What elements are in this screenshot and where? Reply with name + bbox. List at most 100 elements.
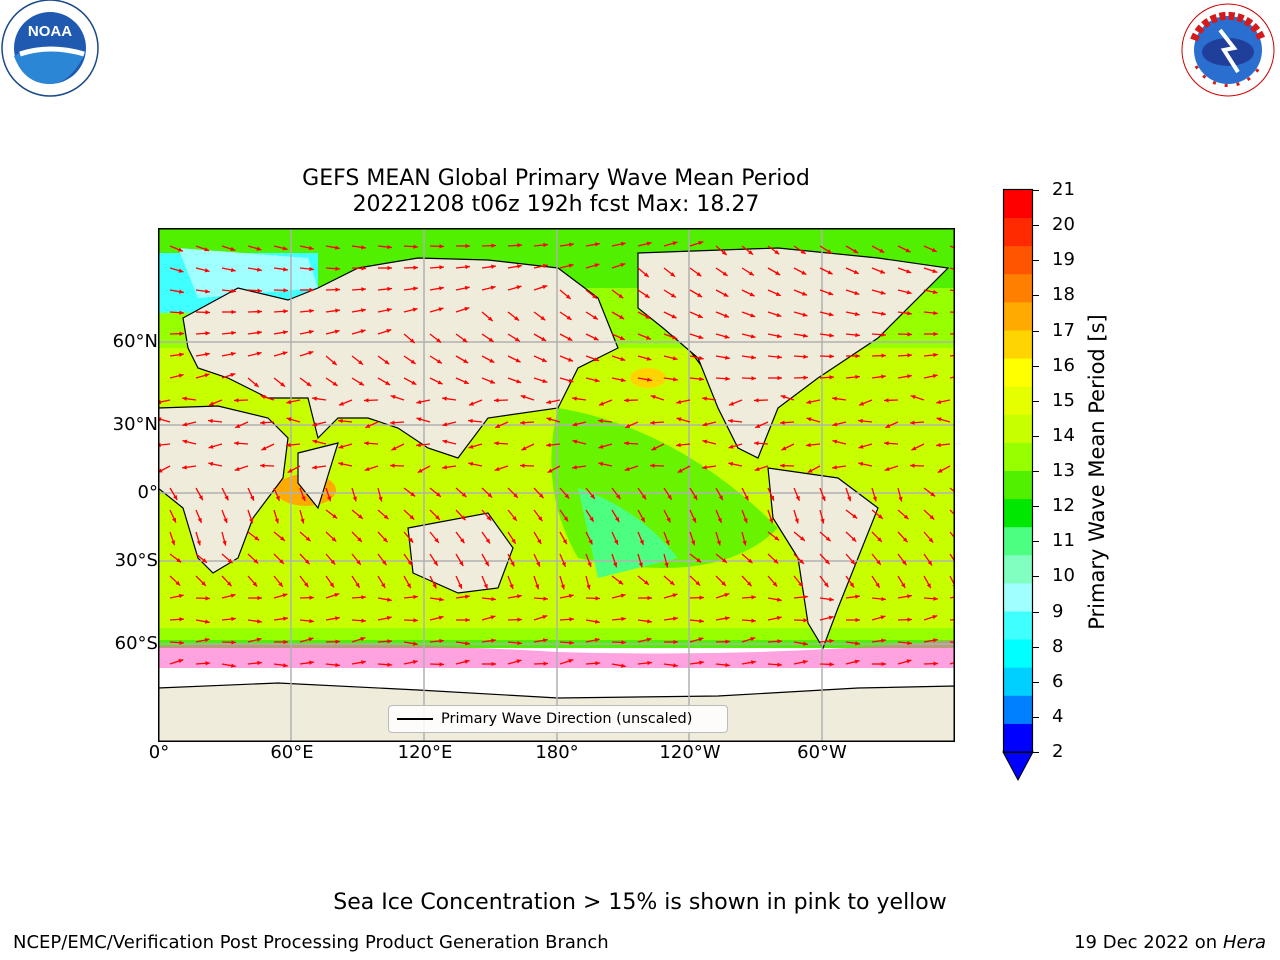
wave-arrow-head [334, 245, 340, 250]
wave-arrow-head [777, 375, 782, 381]
wave-arrow-head [387, 286, 392, 292]
wave-arrow-head [775, 270, 781, 275]
wave-arrow-head [468, 418, 473, 424]
wave-arrow-head [806, 417, 812, 422]
wave-arrow-head [769, 518, 774, 524]
wave-arrow-head [702, 422, 708, 427]
wave-arrow-head [204, 247, 210, 252]
colorbar-segment [1004, 218, 1032, 247]
wave-arrow-head [651, 446, 657, 451]
wave-arrow-head [565, 294, 571, 299]
wave-arrow-head [413, 244, 418, 249]
wave-arrow-head [728, 444, 734, 449]
wave-arrow-head [901, 560, 907, 566]
wave-arrow-head [569, 242, 574, 247]
wave-arrow-head [832, 396, 837, 401]
wave-arrow-head [178, 373, 184, 378]
wave-arrow-head [208, 418, 213, 424]
colorbar-segment [1004, 274, 1032, 303]
wave-arrow-head [832, 422, 838, 427]
wave-arrow-head [929, 514, 935, 520]
colorbar-tick-label: 8 [1052, 635, 1064, 657]
lon-label-120w: 120°W [659, 742, 721, 763]
wave-arrow-head [520, 420, 525, 425]
wave-arrow-head [409, 338, 415, 343]
wave-arrow-head [750, 334, 756, 339]
wave-arrow-head [432, 583, 437, 589]
wave-arrow-head [572, 396, 577, 401]
wave-arrow-head [722, 271, 728, 276]
wave-arrow-head [729, 401, 735, 406]
colorbar-tick [1033, 541, 1039, 543]
wave-arrow-head [520, 394, 526, 400]
wave-arrow-head [599, 401, 605, 406]
wave-arrow-head [698, 334, 704, 340]
wave-arrow-head [754, 466, 760, 472]
wave-arrow-head [182, 396, 187, 401]
wave-arrow-head [849, 582, 855, 588]
wave-arrow-head [902, 537, 908, 543]
wave-arrow-head [517, 640, 522, 646]
colorbar-tick [1033, 435, 1039, 437]
wave-direction-arrows [158, 240, 955, 668]
wave-arrow-head [698, 355, 704, 361]
wave-arrow-head [283, 616, 288, 621]
wave-arrow-head [702, 439, 708, 444]
wave-arrow-head [516, 379, 522, 384]
wave-arrow-head [750, 313, 756, 318]
wave-arrow-head [587, 562, 592, 568]
wave-arrow-head [231, 640, 236, 645]
wave-arrow-head [278, 582, 283, 587]
wave-arrow-head [650, 394, 656, 400]
wave-arrow-head [304, 559, 310, 565]
wave-arrow-head [436, 338, 442, 343]
wave-arrow-head [586, 584, 591, 590]
wave-arrow-head [801, 270, 807, 275]
wave-arrow-head [512, 516, 517, 521]
wave-arrow-head [748, 250, 754, 255]
wave-arrow-head [486, 515, 492, 521]
wave-arrow-head [880, 615, 886, 620]
wave-arrow-head [387, 639, 392, 644]
wave-arrow-head [383, 514, 389, 520]
wave-arrow-head [438, 286, 444, 291]
wave-arrow-head [204, 373, 210, 378]
wave-arrow-head [898, 496, 903, 502]
wave-arrow-head [725, 639, 730, 644]
wave-arrow-head [309, 660, 314, 665]
colorbar-tick [1033, 752, 1039, 753]
colorbar-tick-label: 21 [1052, 179, 1075, 200]
wave-arrow-head [358, 360, 364, 365]
colorbar-segment [1004, 583, 1032, 612]
wave-arrow-head [692, 517, 696, 523]
wave-arrow-head [391, 446, 397, 451]
wave-arrow-head [365, 423, 371, 428]
wave-arrow-head [286, 417, 292, 422]
wave-arrow-head [491, 243, 496, 248]
wave-arrow-head [382, 537, 388, 543]
wave-arrow-head [517, 243, 522, 248]
nws-logo [1181, 3, 1275, 97]
wave-arrow-head [459, 538, 465, 544]
wave-arrow-head [280, 536, 285, 541]
wave-arrow-head [718, 495, 723, 501]
wave-arrow-head [852, 513, 858, 519]
wave-arrow-head [275, 495, 280, 501]
wave-arrow-head [854, 290, 860, 296]
wave-arrow-head [257, 288, 262, 293]
wave-arrow-head [620, 356, 626, 362]
wave-arrow-head [179, 617, 184, 622]
wave-arrow-head [853, 248, 859, 253]
wave-arrow-head [676, 417, 682, 422]
wave-arrow-head [222, 540, 227, 546]
wave-arrow-head [568, 593, 574, 599]
wave-arrow-head [442, 396, 447, 401]
wave-arrow-head [615, 517, 620, 523]
wave-arrow-head [829, 375, 834, 380]
wave-arrow-head [568, 378, 574, 383]
wave-arrow-head [540, 315, 546, 321]
wave-arrow-head [412, 659, 418, 665]
wave-arrow-head [832, 439, 838, 444]
wave-arrow-head [625, 423, 631, 428]
wave-arrow-head [794, 518, 799, 524]
